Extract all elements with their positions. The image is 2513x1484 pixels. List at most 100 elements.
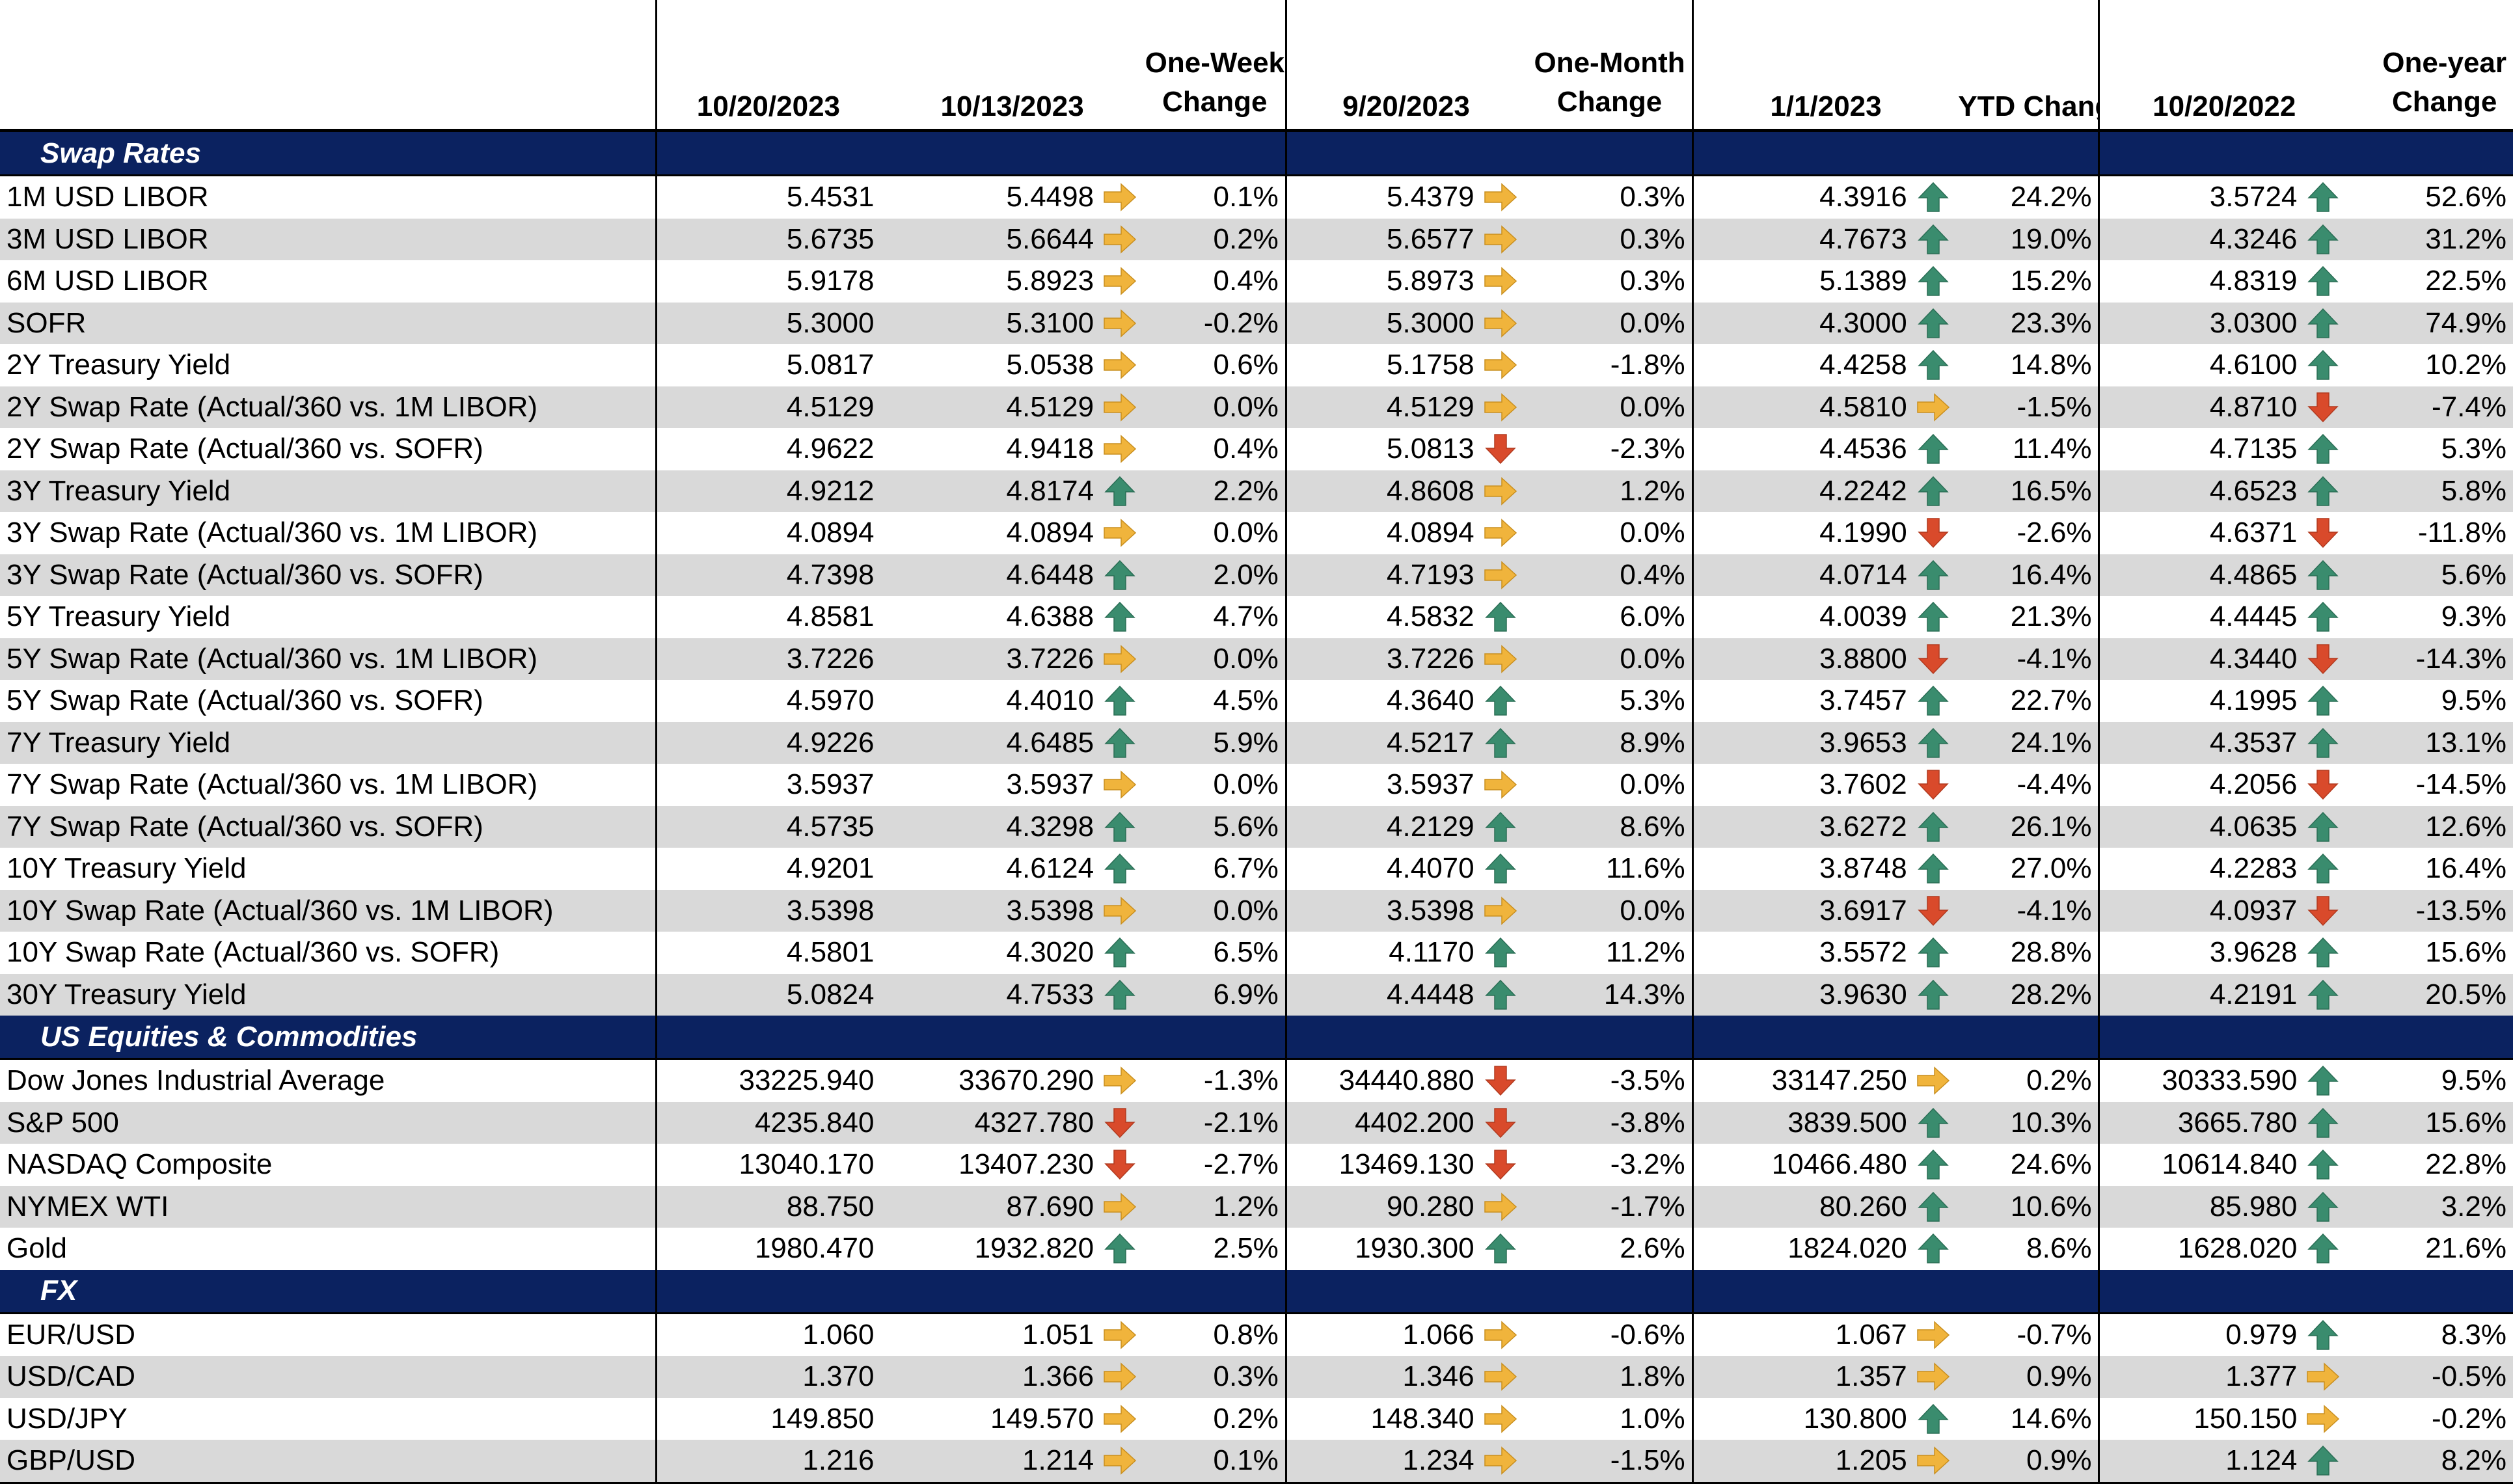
change-month: 1.8%	[1525, 1356, 1693, 1398]
change-year: -11.8%	[2417, 517, 2506, 549]
value-current: 1.370	[655, 1356, 880, 1398]
table-row: SOFR 5.3000 5.3100 -0.2% 5.3000 0.0% 4.3000 23.…	[0, 302, 2513, 344]
trend-cell	[1099, 176, 1145, 219]
table-row: 30Y Treasury Yield 5.0824 4.7533 6.9% 4.4448…	[0, 973, 2513, 1016]
value-current: 4.7398	[655, 554, 880, 596]
arrow-right-icon	[1915, 1360, 1951, 1393]
arrow-up-icon	[2305, 1319, 2341, 1351]
change-month: -0.6%	[1610, 1318, 1685, 1351]
change-year: 15.6%	[2348, 1101, 2513, 1144]
change-week: 0.3%	[1145, 1356, 1286, 1398]
row-label: 10Y Treasury Yield	[7, 852, 247, 885]
arrow-up-icon	[1482, 600, 1519, 633]
section-header-row: US Equities & Commodities	[0, 1016, 2513, 1060]
value-ytd-start: 1824.020	[1691, 1228, 1912, 1270]
trend-cell	[1479, 889, 1526, 932]
value-year: 4.3537	[2098, 722, 2303, 764]
row-label: 2Y Swap Rate (Actual/360 vs. 1M LIBOR)	[0, 386, 657, 428]
trend-cell	[1099, 638, 1145, 680]
arrow-right-icon	[1482, 223, 1519, 256]
value-week: 5.6644	[879, 218, 1100, 260]
value-month: 3.5937	[1284, 764, 1480, 806]
value-week: 3.7226	[879, 638, 1100, 680]
arrow-up-icon	[2305, 1064, 2341, 1097]
change-ytd: 16.4%	[1958, 554, 2099, 596]
change-month: 8.6%	[1525, 805, 1693, 848]
change-month: -3.2%	[1610, 1148, 1685, 1181]
change-week: 1.2%	[1145, 1185, 1286, 1228]
value-ytd-start: 3.7457	[1691, 680, 1912, 722]
arrow-up-icon	[1915, 349, 1951, 381]
change-ytd: 11.4%	[2012, 433, 2092, 465]
trend-cell	[1912, 344, 1959, 386]
value-week: 5.8923	[1006, 265, 1094, 297]
trend-cell	[1912, 805, 1959, 848]
trend-cell	[2302, 1398, 2348, 1440]
trend-cell	[1480, 512, 1526, 554]
value-ytd-start: 3.9653	[1691, 722, 1912, 764]
change-year: 9.3%	[2441, 600, 2506, 633]
value-ytd-start: 4.5810	[1691, 386, 1912, 428]
arrow-up-icon	[1915, 684, 1951, 717]
arrow-right-icon	[1102, 349, 1138, 381]
value-ytd-start: 4.2242	[1691, 470, 1912, 512]
change-ytd: 22.7%	[2010, 684, 2092, 717]
change-year: -14.5%	[2415, 768, 2506, 801]
arrow-up-icon	[1915, 1107, 1951, 1139]
value-month: 34440.880	[1284, 1059, 1480, 1102]
arrow-down-icon	[1482, 1148, 1519, 1181]
value-current: 4.9622	[655, 428, 880, 470]
trend-cell	[1480, 764, 1526, 806]
value-week: 13407.230	[958, 1148, 1094, 1181]
trend-cell	[1480, 1313, 1526, 1356]
trend-cell	[1912, 1398, 1959, 1440]
arrow-right-icon	[1102, 1319, 1138, 1351]
change-ytd: 23.3%	[1958, 302, 2099, 344]
table-row: 7Y Swap Rate (Actual/360 vs. SOFR) 4.5735…	[0, 805, 2513, 848]
table-row: Dow Jones Industrial Average 33225.940 336…	[0, 1059, 2513, 1102]
arrow-up-icon	[1915, 307, 1951, 340]
change-week: 0.1%	[1213, 181, 1279, 213]
trend-cell	[2302, 805, 2348, 848]
change-year: 8.2%	[2348, 1440, 2513, 1484]
table-row: 5Y Swap Rate (Actual/360 vs. SOFR) 4.5970…	[0, 680, 2513, 722]
trend-cell	[2302, 973, 2348, 1016]
trend-cell	[1479, 386, 1526, 428]
arrow-down-icon	[2305, 643, 2341, 675]
value-year: 3.9628	[2098, 932, 2303, 974]
change-year: 16.4%	[2425, 852, 2506, 885]
table-row: S&P 500 4235.840 4327.780 -2.1% 4402.200 -3.8…	[0, 1101, 2513, 1144]
arrow-up-icon	[2305, 1107, 2341, 1139]
arrow-up-icon	[1915, 1148, 1951, 1181]
change-ytd: 28.2%	[1958, 973, 2099, 1016]
trend-cell	[1912, 260, 1959, 303]
value-month: 1.066	[1284, 1313, 1480, 1356]
table-row: USD/JPY 149.850 149.570 0.2% 148.340 1.0% 130.…	[0, 1397, 2513, 1440]
value-month: 3.7226	[1284, 638, 1480, 680]
trend-cell	[2302, 1185, 2348, 1228]
value-ytd-start: 3.5572	[1691, 932, 1912, 974]
value-year: 4.7135	[2098, 428, 2303, 470]
arrow-up-icon	[2305, 1232, 2341, 1265]
header-one-year-line2: Change	[2391, 85, 2497, 118]
value-year: 4.6371	[2098, 512, 2303, 554]
row-label: 10Y Swap Rate (Actual/360 vs. SOFR)	[7, 936, 500, 969]
trend-cell	[1479, 554, 1526, 596]
value-year: 4.6523	[2098, 470, 2303, 512]
arrow-up-icon	[2305, 811, 2341, 843]
trend-cell	[1479, 1185, 1526, 1228]
row-label: Dow Jones Industrial Average	[7, 1064, 385, 1097]
trend-cell	[2302, 1228, 2348, 1270]
change-month: 2.6%	[1620, 1232, 1685, 1265]
row-label: 3M USD LIBOR	[0, 218, 657, 260]
arrow-right-icon	[1482, 1319, 1519, 1351]
trend-cell	[1480, 428, 1526, 470]
arrow-up-icon	[1915, 1232, 1951, 1265]
value-month: 4.1170	[1284, 932, 1480, 974]
section-fill	[1284, 1016, 1693, 1060]
change-ytd: 26.1%	[1958, 805, 2099, 848]
trend-cell	[1099, 805, 1145, 848]
change-week: -2.1%	[1145, 1101, 1286, 1144]
value-week: 4.6448	[879, 554, 1100, 596]
change-month: 8.9%	[1525, 722, 1693, 764]
